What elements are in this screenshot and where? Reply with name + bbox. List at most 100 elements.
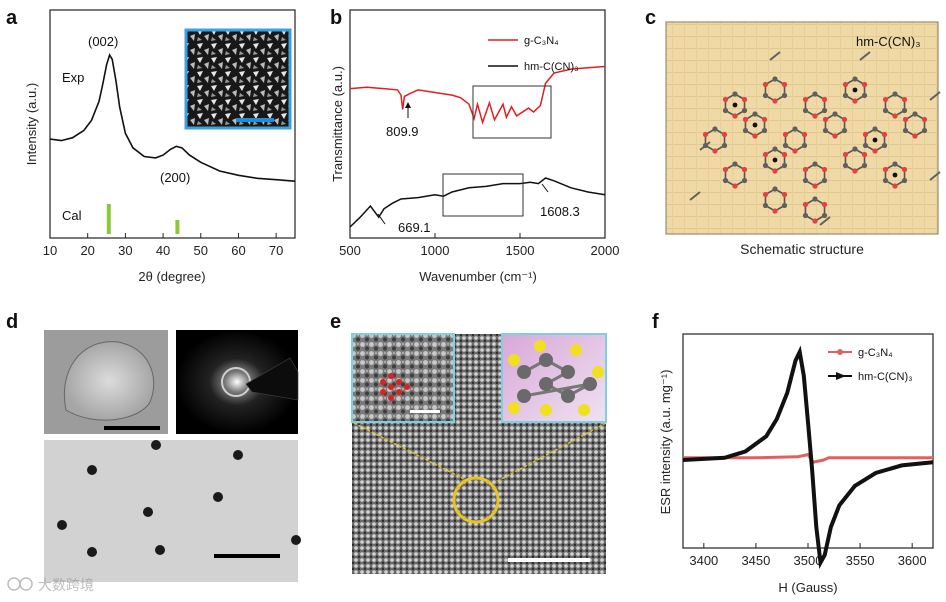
tem-image-wide bbox=[44, 440, 298, 582]
ring-atom bbox=[722, 96, 729, 103]
ring-atom bbox=[892, 91, 898, 97]
nanoparticle bbox=[291, 535, 301, 545]
structure-background bbox=[665, 21, 939, 235]
panel-b-frame bbox=[349, 9, 606, 239]
ring-atom bbox=[782, 131, 789, 138]
ring-atom bbox=[882, 107, 889, 114]
ring-atom bbox=[712, 126, 718, 132]
ring-atom bbox=[861, 151, 868, 158]
ring-atom bbox=[762, 81, 769, 88]
ring-atom bbox=[892, 161, 898, 167]
ring-atom bbox=[812, 196, 818, 202]
peak-1608-label: 1608.3 bbox=[540, 204, 580, 219]
arrow-1608 bbox=[541, 183, 549, 193]
ring-atom bbox=[802, 177, 809, 184]
cal-label: Cal bbox=[62, 208, 82, 223]
a-tick-label: 40 bbox=[156, 243, 170, 258]
arrow-669 bbox=[377, 213, 386, 225]
nitrogen-atom bbox=[578, 404, 590, 416]
panel-a-ylabel: Intensity (a.u.) bbox=[24, 83, 39, 165]
structure-title: hm-C(CN)₃ bbox=[856, 34, 921, 49]
nanoparticle bbox=[87, 547, 97, 557]
ring-atom bbox=[812, 113, 818, 119]
carbon-atom bbox=[517, 389, 531, 403]
ring-atom bbox=[781, 81, 788, 88]
ring-atom bbox=[881, 142, 888, 149]
panel-f-xlabel: H (Gauss) bbox=[778, 580, 837, 595]
ring-atom bbox=[861, 81, 868, 88]
ring-atom bbox=[902, 116, 909, 123]
panel-a-chart: 10 20 30 40 50 60 70 (002) (200) Exp Cal 2θ (d… bbox=[24, 9, 296, 284]
ring-atom bbox=[721, 131, 728, 138]
ring-atom bbox=[812, 183, 818, 189]
ring-atom bbox=[762, 92, 769, 99]
ring-atom bbox=[732, 161, 738, 167]
ring-atom bbox=[772, 168, 778, 174]
ring-atom bbox=[741, 166, 748, 173]
ring-atom bbox=[852, 98, 858, 104]
ring-atom bbox=[802, 166, 809, 173]
ring-atom bbox=[861, 162, 868, 169]
ring-atom bbox=[761, 127, 768, 134]
ring-atom bbox=[812, 218, 818, 224]
radical-dot bbox=[872, 137, 878, 143]
f-tick-label: 3550 bbox=[846, 553, 875, 568]
ring-atom bbox=[852, 76, 858, 82]
ring-atom bbox=[762, 202, 769, 209]
structure-caption: Schematic structure bbox=[740, 241, 864, 257]
panel-b-chart: 500 1000 1500 2000 809.9 669.1 1608.3 g-C₃N… bbox=[330, 9, 619, 284]
legend-f-gc3n4-marker bbox=[837, 349, 843, 355]
ring-atom bbox=[801, 131, 808, 138]
ring-atom bbox=[781, 151, 788, 158]
tem-wide-scale-bar bbox=[214, 554, 280, 558]
b-tick-label: 1500 bbox=[506, 243, 535, 258]
radical-dot bbox=[732, 102, 738, 108]
ring-atom bbox=[832, 111, 838, 117]
a-tick-label: 10 bbox=[43, 243, 57, 258]
carbon-atom bbox=[561, 389, 575, 403]
cyano-arm bbox=[699, 141, 711, 151]
ring-atom bbox=[841, 127, 848, 134]
ring-atom bbox=[772, 186, 778, 192]
nitrogen-atom bbox=[540, 404, 552, 416]
cal-bar-0 bbox=[106, 204, 111, 234]
highlight-box-red bbox=[472, 85, 552, 139]
hrtem-scale-bar bbox=[508, 558, 590, 562]
a-tick-label: 60 bbox=[231, 243, 245, 258]
cal-reference-bars bbox=[106, 204, 180, 234]
watermark-text: 大数跨境 bbox=[38, 577, 94, 593]
ring-atom bbox=[901, 107, 908, 114]
exp-xrd-curve bbox=[49, 53, 296, 182]
nanoparticle bbox=[155, 545, 165, 555]
panel-b-ylabel: Transmittance (a.u.) bbox=[330, 66, 345, 182]
ring-atom bbox=[892, 183, 898, 189]
ball-stick-model bbox=[508, 340, 604, 416]
ring-atom bbox=[821, 177, 828, 184]
ring-atom bbox=[872, 126, 878, 132]
ring-atom bbox=[741, 177, 748, 184]
sem-scale-bar bbox=[236, 118, 274, 122]
b-tick-label: 1000 bbox=[421, 243, 450, 258]
ring-atom bbox=[822, 116, 829, 123]
ring-atom bbox=[802, 201, 809, 208]
panel-a-xlabel: 2θ (degree) bbox=[138, 269, 205, 284]
peak-label-002: (002) bbox=[88, 34, 118, 49]
ring-atom bbox=[722, 177, 729, 184]
radical-dot bbox=[772, 157, 778, 163]
nanoparticle bbox=[87, 465, 97, 475]
legend-hmccn3-label: hm-C(CN)₃ bbox=[524, 61, 579, 73]
ring-atom bbox=[822, 127, 829, 134]
ring-atom bbox=[781, 162, 788, 169]
ring-atom bbox=[781, 92, 788, 99]
ring-atom bbox=[901, 96, 908, 103]
ring-atom bbox=[752, 111, 758, 117]
ring-atom bbox=[862, 131, 869, 138]
ring-atom bbox=[842, 151, 849, 158]
panel-label-f: f bbox=[652, 311, 659, 333]
ring-atom bbox=[852, 168, 858, 174]
panel-f-ylabel: ESR intensity (a.u. mg⁻¹) bbox=[658, 370, 673, 515]
ring-atom bbox=[842, 162, 849, 169]
ring-atom bbox=[762, 162, 769, 169]
nitrogen-atom bbox=[534, 340, 546, 352]
ring-atom bbox=[862, 142, 869, 149]
